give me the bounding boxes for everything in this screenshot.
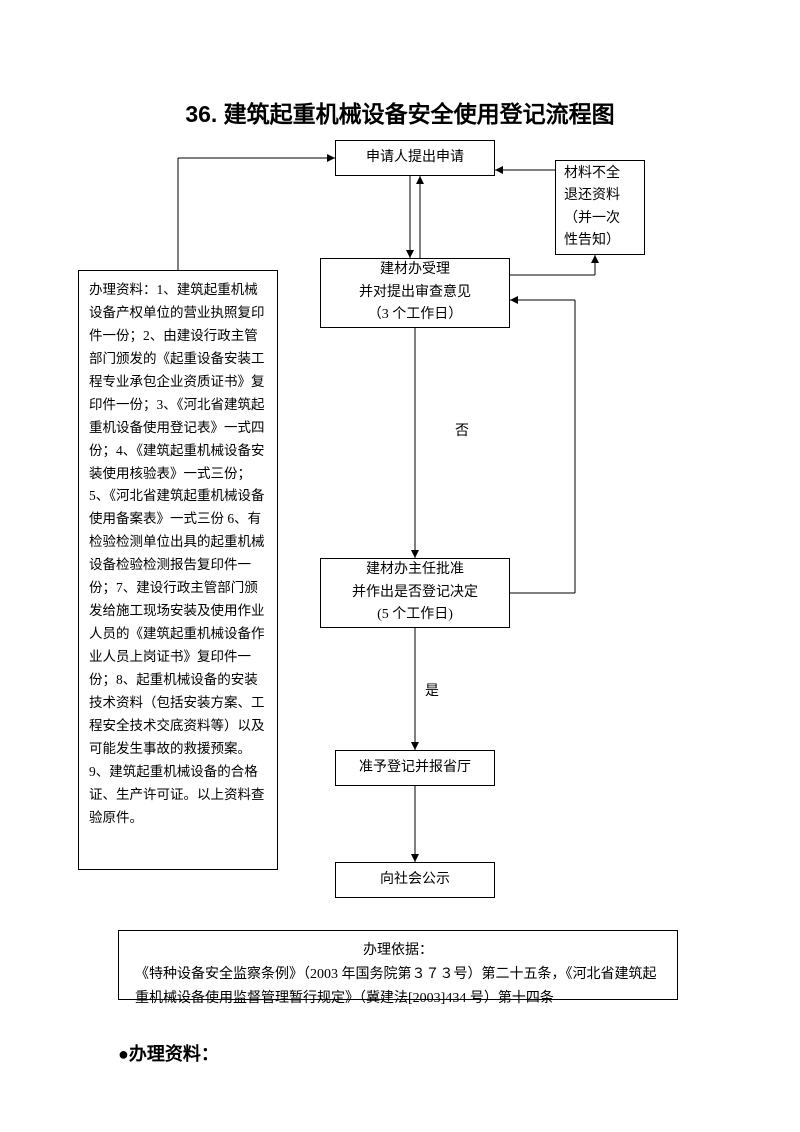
node-approve-line1: 建材办主任批准 [366, 559, 464, 581]
node-approve-line2: 并作出是否登记决定 [352, 582, 478, 604]
edge-label-no: 否 [455, 420, 469, 440]
node-apply-text: 申请人提出申请 [366, 147, 464, 169]
node-publish: 向社会公示 [335, 862, 495, 898]
node-reject-line1: 材料不全 [564, 163, 620, 185]
node-approve: 建材办主任批准 并作出是否登记决定 (5 个工作日) [320, 558, 510, 628]
page-title: 36. 建筑起重机械设备安全使用登记流程图 [0, 95, 800, 129]
basis-box: 办理依据： 《特种设备安全监察条例》（2003 年国务院第３７３号）第二十五条，… [118, 930, 678, 1000]
materials-text: 办理资料：1、建筑起重机械设备产权单位的营业执照复印件一份；2、由建设行政主管部… [89, 282, 265, 825]
node-accept-line3: （3 个工作日） [368, 304, 463, 326]
node-accept-line2: 并对提出审查意见 [359, 282, 471, 304]
node-apply: 申请人提出申请 [335, 140, 495, 176]
footer-label: ●办理资料： [118, 1040, 219, 1066]
node-accept-line1: 建材办受理 [380, 259, 450, 281]
node-publish-text: 向社会公示 [380, 869, 450, 891]
node-reject-line3: （并一次 [564, 208, 620, 230]
materials-box: 办理资料：1、建筑起重机械设备产权单位的营业执照复印件一份；2、由建设行政主管部… [78, 270, 278, 870]
node-register-text: 准予登记并报省厅 [359, 757, 471, 779]
node-reject-line2: 退还资料 [564, 185, 620, 207]
node-reject-materials: 材料不全 退还资料 （并一次 性告知） [555, 160, 645, 255]
node-approve-line3: (5 个工作日) [377, 604, 453, 626]
node-register: 准予登记并报省厅 [335, 750, 495, 786]
basis-title: 办理依据： [135, 939, 661, 963]
node-reject-line4: 性告知） [564, 230, 620, 252]
edge-label-yes: 是 [425, 680, 439, 700]
basis-body: 《特种设备安全监察条例》（2003 年国务院第３７３号）第二十五条，《河北省建筑… [135, 963, 661, 1011]
node-accept: 建材办受理 并对提出审查意见 （3 个工作日） [320, 258, 510, 328]
